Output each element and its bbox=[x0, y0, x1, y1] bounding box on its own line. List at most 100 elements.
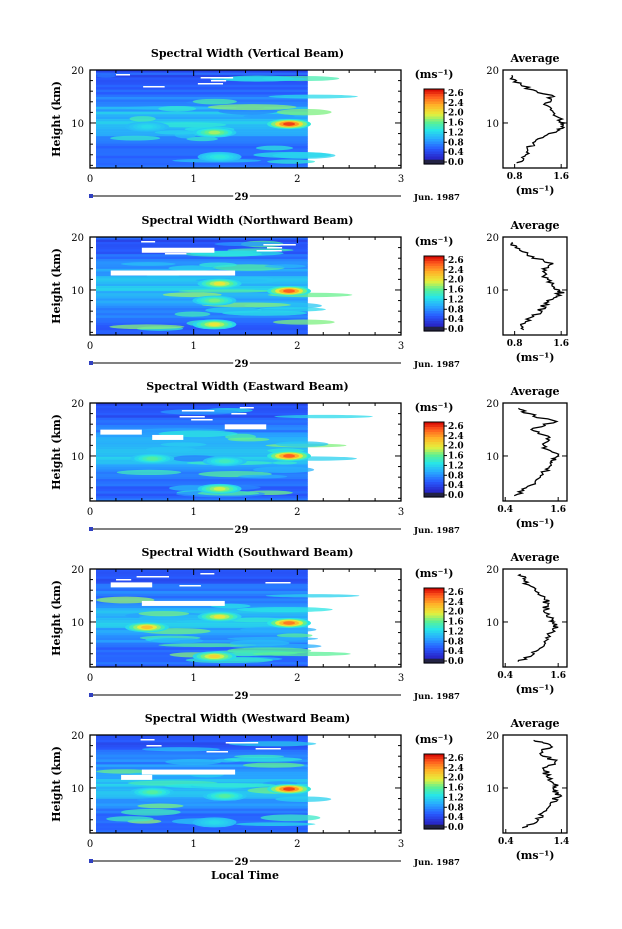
colorbar-segment bbox=[424, 439, 444, 443]
colorbar-segment bbox=[424, 104, 444, 108]
average-frame bbox=[502, 734, 568, 834]
heatmap-gap bbox=[197, 83, 224, 85]
heatmap-row bbox=[96, 87, 308, 91]
colorbar-tick-label: 1.2 bbox=[448, 461, 464, 471]
colorbar-segment bbox=[424, 655, 444, 659]
heatmap-row bbox=[96, 150, 308, 154]
heatmap-streak bbox=[138, 611, 190, 617]
colorbar-segment bbox=[424, 106, 444, 110]
heatmap-row bbox=[96, 77, 308, 81]
colorbar-segment bbox=[424, 276, 444, 280]
heatmap-row bbox=[96, 808, 308, 812]
heatmap-streak bbox=[160, 442, 207, 447]
heatmap-feature bbox=[141, 625, 154, 630]
heatmap-feature bbox=[213, 281, 226, 286]
heatmap-feature bbox=[283, 621, 296, 625]
average-title: Average bbox=[509, 219, 559, 232]
heatmap-gap bbox=[256, 250, 282, 252]
average-y-tick-label: 10 bbox=[486, 119, 499, 130]
colorbar-segment bbox=[424, 146, 444, 150]
colorbar-segment bbox=[424, 301, 444, 305]
heatmap-streak bbox=[243, 113, 295, 119]
average-x-label: (ms⁻¹) bbox=[516, 683, 555, 696]
colorbar-segment bbox=[424, 256, 444, 260]
colorbar-segment bbox=[424, 628, 444, 632]
heatmap-streak bbox=[192, 98, 237, 105]
heatmap-streak bbox=[186, 136, 218, 142]
heatmap-streak bbox=[106, 816, 154, 822]
heatmap-row bbox=[96, 779, 308, 783]
colorbar-segment bbox=[424, 99, 444, 103]
day-label: 29 bbox=[235, 359, 249, 370]
colorbar-segment bbox=[424, 613, 444, 617]
heatmap-row bbox=[96, 109, 308, 113]
colorbar-segment bbox=[424, 625, 444, 629]
colorbar-segment bbox=[424, 111, 444, 115]
heatmap-row bbox=[96, 635, 308, 639]
heatmap-gap bbox=[140, 739, 155, 741]
y-axis-label: Height (km) bbox=[50, 746, 63, 822]
colorbar-segment bbox=[424, 791, 444, 795]
panel-title: Spectral Width (Eastward Beam) bbox=[146, 380, 348, 393]
heatmap-gap bbox=[255, 748, 281, 750]
y-tick-label: 20 bbox=[71, 565, 84, 576]
heatmap-row bbox=[96, 447, 308, 451]
heatmap-row bbox=[96, 141, 308, 144]
colorbar-segment bbox=[424, 645, 444, 649]
panel-1: Spectral Width (Vertical Beam)2010Height… bbox=[50, 47, 569, 205]
average-x-tick-label: 1.6 bbox=[553, 172, 569, 182]
heatmap-feature bbox=[208, 654, 221, 659]
colorbar-frame bbox=[423, 255, 445, 332]
colorbar-tick-label: 2.0 bbox=[448, 608, 464, 618]
colorbar-frame bbox=[423, 88, 445, 165]
heatmap-row bbox=[96, 143, 308, 147]
heatmap-gap bbox=[263, 244, 296, 246]
x-tick-label: 3 bbox=[398, 507, 404, 518]
heatmap-gap bbox=[121, 774, 153, 780]
average-title: Average bbox=[509, 717, 559, 730]
heatmap-gap bbox=[266, 247, 283, 249]
heatmap-streak bbox=[234, 822, 316, 827]
colorbar-segment bbox=[424, 131, 444, 135]
day-start-marker bbox=[89, 693, 93, 697]
heatmap-row bbox=[96, 744, 308, 748]
heatmap-gap bbox=[141, 247, 215, 253]
heatmap-row bbox=[96, 608, 308, 612]
colorbar-segment bbox=[424, 796, 444, 800]
heatmap-row bbox=[96, 754, 308, 758]
heatmap-gap bbox=[179, 416, 205, 418]
colorbar-segment bbox=[424, 479, 444, 483]
heatmap-gap bbox=[116, 74, 130, 76]
colorbar-segment bbox=[424, 771, 444, 775]
colorbar-segment bbox=[424, 595, 444, 599]
heatmap-gap bbox=[239, 407, 254, 409]
heatmap-streak bbox=[142, 747, 220, 752]
panel-5: Spectral Width (Westward Beam)2010Height… bbox=[50, 712, 570, 870]
heatmap-streak bbox=[96, 596, 155, 604]
x-axis-label-local-time: Local Time bbox=[211, 869, 279, 882]
colorbar-segment bbox=[424, 134, 444, 138]
colorbar-segment bbox=[424, 623, 444, 627]
month-label: Jun. 1987 bbox=[413, 526, 460, 536]
heatmap-gap bbox=[200, 573, 215, 575]
heatmap-row bbox=[96, 569, 308, 572]
day-start-marker bbox=[89, 361, 93, 365]
heatmap-streak bbox=[227, 277, 280, 284]
heatmap-streak bbox=[165, 758, 222, 765]
colorbar-segment bbox=[424, 638, 444, 642]
colorbar-tick-label: 2.4 bbox=[448, 432, 464, 442]
heatmap-gap bbox=[143, 86, 165, 88]
colorbar-segment bbox=[424, 288, 444, 292]
heatmap-streak bbox=[272, 461, 298, 465]
colorbar-segment bbox=[424, 129, 444, 133]
heatmap-row bbox=[96, 625, 308, 629]
heatmap-gap bbox=[179, 585, 201, 587]
heatmap-gap bbox=[181, 410, 215, 412]
average-panel: Average 20 10 0.8 1.6 (ms⁻¹) bbox=[486, 52, 569, 197]
colorbar-segment bbox=[424, 633, 444, 637]
colorbar-segment bbox=[424, 318, 444, 322]
x-tick-label: 2 bbox=[294, 839, 300, 850]
average-x-tick-label: 1.4 bbox=[554, 837, 570, 847]
heatmap-feature bbox=[141, 124, 154, 129]
colorbar-tick-label: 1.6 bbox=[448, 618, 464, 628]
